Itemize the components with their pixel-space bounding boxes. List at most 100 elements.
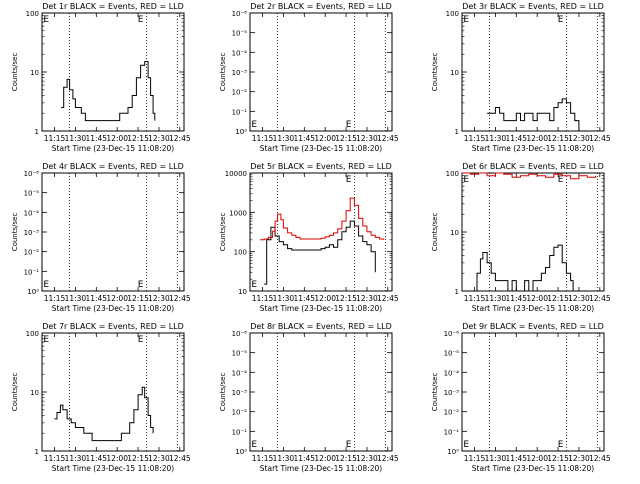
y-tick-label: 10⁻⁴ [24,209,40,217]
x-tick-label: 11:15 [252,134,274,143]
x-tick-label: 12:30 [568,134,590,143]
x-tick-label: 11:30 [273,134,295,143]
panel-title: Det 3r BLACK = Events, RED = LLD [462,2,604,11]
y-tick-label: 10⁻⁴ [232,369,248,377]
x-tick-label: 12:45 [169,134,191,143]
x-tick-label: 11:45 [85,134,107,143]
x-tick-label: 11:30 [485,454,507,463]
e-marker: E [43,15,49,25]
y-tick-label: 100 [26,10,39,18]
x-tick-label: 11:45 [293,454,315,463]
x-tick-label: 12:45 [377,134,399,143]
x-tick-label: 12:30 [148,294,170,303]
x-tick-label: 11:30 [65,454,87,463]
y-tick-label: 10⁻⁶ [444,330,460,338]
x-tick-label: 12:00 [106,454,128,463]
x-tick-label: 11:45 [85,294,107,303]
e-marker: E [558,175,564,185]
y-tick-label: 10⁻¹ [24,268,40,276]
e-marker: E [558,440,564,450]
y-tick-label: 10⁻² [232,409,248,417]
x-tick-label: 11:45 [505,294,527,303]
x-tick-label: 12:00 [106,134,128,143]
y-tick-label: 10⁻² [444,409,460,417]
y-axis-label: Counts/sec [219,213,227,252]
y-tick-label: 10⁰ [27,288,39,296]
y-tick-label: 10⁻¹ [232,108,248,116]
y-tick-label: 10 [30,389,39,397]
panel-6: Det 6r BLACK = Events, RED = LLD Start Ti… [431,162,611,313]
x-tick-label: 12:15 [335,454,357,463]
x-tick-label: 11:30 [65,294,87,303]
y-tick-label: 1000 [229,209,247,217]
lld-series [462,172,597,180]
y-axis-label: Counts/sec [11,53,19,92]
y-tick-label: 10⁰ [235,128,247,136]
x-axis-label: Start Time (23-Dec-15 11:08:20) [52,304,174,313]
x-axis-label: Start Time (23-Dec-15 11:08:20) [472,144,594,153]
y-tick-label: 10⁻⁴ [232,49,248,57]
x-tick-label: 12:45 [589,294,611,303]
x-tick-label: 12:45 [377,294,399,303]
plot-frame [249,332,393,452]
plot-frame [461,172,605,292]
x-tick-label: 12:00 [526,294,548,303]
x-tick-label: 11:45 [505,454,527,463]
x-tick-label: 11:30 [485,134,507,143]
x-tick-label: 11:45 [85,454,107,463]
e-marker: E [463,440,469,450]
panel-title: Det 9r BLACK = Events, RED = LLD [462,322,604,331]
y-tick-label: 10⁻³ [24,229,40,237]
y-axis-label: Counts/sec [219,53,227,92]
e-marker: E [346,440,352,450]
e-marker: E [251,280,257,290]
e-marker: E [251,440,257,450]
y-tick-label: 1 [35,448,39,456]
e-marker: E [43,280,49,290]
events-series [474,244,574,292]
x-tick-label: 11:15 [464,294,486,303]
x-tick-label: 12:15 [547,454,569,463]
lld-series [260,197,385,241]
panel-7: Det 7r BLACK = Events, RED = LLD Start Ti… [11,322,191,473]
x-axis-label: Start Time (23-Dec-15 11:08:20) [260,464,382,473]
y-tick-label: 10⁻⁶ [232,330,248,338]
x-tick-label: 12:15 [335,134,357,143]
y-axis-label: Counts/sec [431,213,439,252]
panel-1: Det 1r BLACK = Events, RED = LLD Start Ti… [11,2,191,153]
x-tick-label: 11:15 [44,294,66,303]
y-tick-label: 10 [450,69,459,77]
y-tick-label: 10 [450,229,459,237]
e-marker: E [138,15,144,25]
x-tick-label: 12:30 [148,454,170,463]
x-tick-label: 12:15 [547,134,569,143]
x-tick-label: 12:00 [314,294,336,303]
y-tick-label: 10⁻⁵ [444,350,460,358]
panel-8: Det 8r BLACK = Events, RED = LLD Start Ti… [219,322,399,473]
y-tick-label: 10⁻¹ [232,428,248,436]
y-tick-label: 10⁰ [447,448,459,456]
e-marker: E [463,15,469,25]
x-tick-label: 11:15 [464,454,486,463]
x-tick-label: 11:30 [485,294,507,303]
x-tick-label: 11:15 [252,454,274,463]
panel-title: Det 1r BLACK = Events, RED = LLD [42,2,184,11]
panel-9: Det 9r BLACK = Events, RED = LLD Start Ti… [431,322,611,473]
x-tick-label: 12:30 [568,454,590,463]
panel-title: Det 2r BLACK = Events, RED = LLD [250,2,392,11]
plot-frame [41,172,185,292]
panel-3: Det 3r BLACK = Events, RED = LLD Start Ti… [431,2,611,153]
y-axis-label: Counts/sec [219,373,227,412]
events-series [264,220,376,285]
x-tick-label: 11:30 [273,454,295,463]
x-tick-label: 11:45 [293,294,315,303]
x-tick-label: 12:30 [356,134,378,143]
y-tick-label: 10 [30,69,39,77]
plot-frame [41,12,185,132]
e-marker: E [558,15,564,25]
y-tick-label: 10⁻² [232,89,248,97]
x-axis-label: Start Time (23-Dec-15 11:08:20) [472,304,594,313]
x-tick-label: 12:45 [589,454,611,463]
events-series [487,98,580,131]
